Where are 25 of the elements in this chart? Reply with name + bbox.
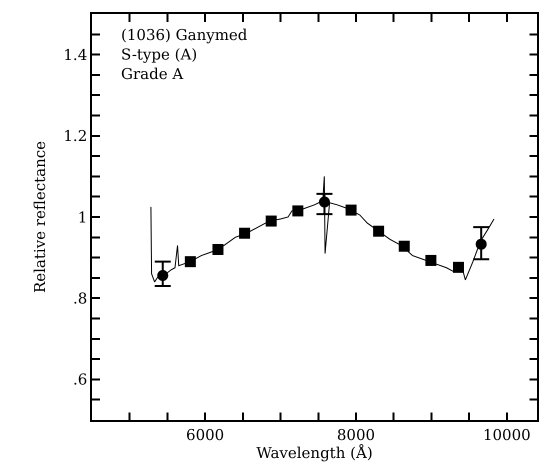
x-tick-label: 8000 — [336, 426, 376, 444]
point — [398, 240, 410, 252]
point — [373, 226, 384, 237]
y-tick-label: 1 — [78, 208, 88, 226]
point — [292, 205, 304, 216]
point — [157, 270, 168, 281]
y-tick-label: 1.4 — [63, 46, 88, 64]
x-tick-label: 10000 — [482, 426, 531, 444]
x-tick-label: 6000 — [186, 426, 224, 444]
point — [476, 238, 487, 250]
point — [318, 196, 330, 208]
point — [346, 204, 357, 216]
y-tick-label: .6 — [72, 370, 88, 389]
y-tick-label: 1.2 — [63, 127, 88, 146]
line-series — [150, 176, 495, 282]
y-axis-title: Relative reflectance — [31, 140, 50, 294]
y-tick-label: .8 — [72, 289, 88, 308]
point — [239, 228, 250, 239]
point — [212, 244, 224, 255]
point — [266, 216, 277, 227]
point — [184, 256, 196, 268]
point — [452, 262, 464, 273]
annotation: (1036) Ganymed S-type (A) Grade A — [121, 26, 248, 83]
point — [425, 254, 436, 266]
x-axis-title: Wavelength (Å) — [256, 444, 373, 462]
